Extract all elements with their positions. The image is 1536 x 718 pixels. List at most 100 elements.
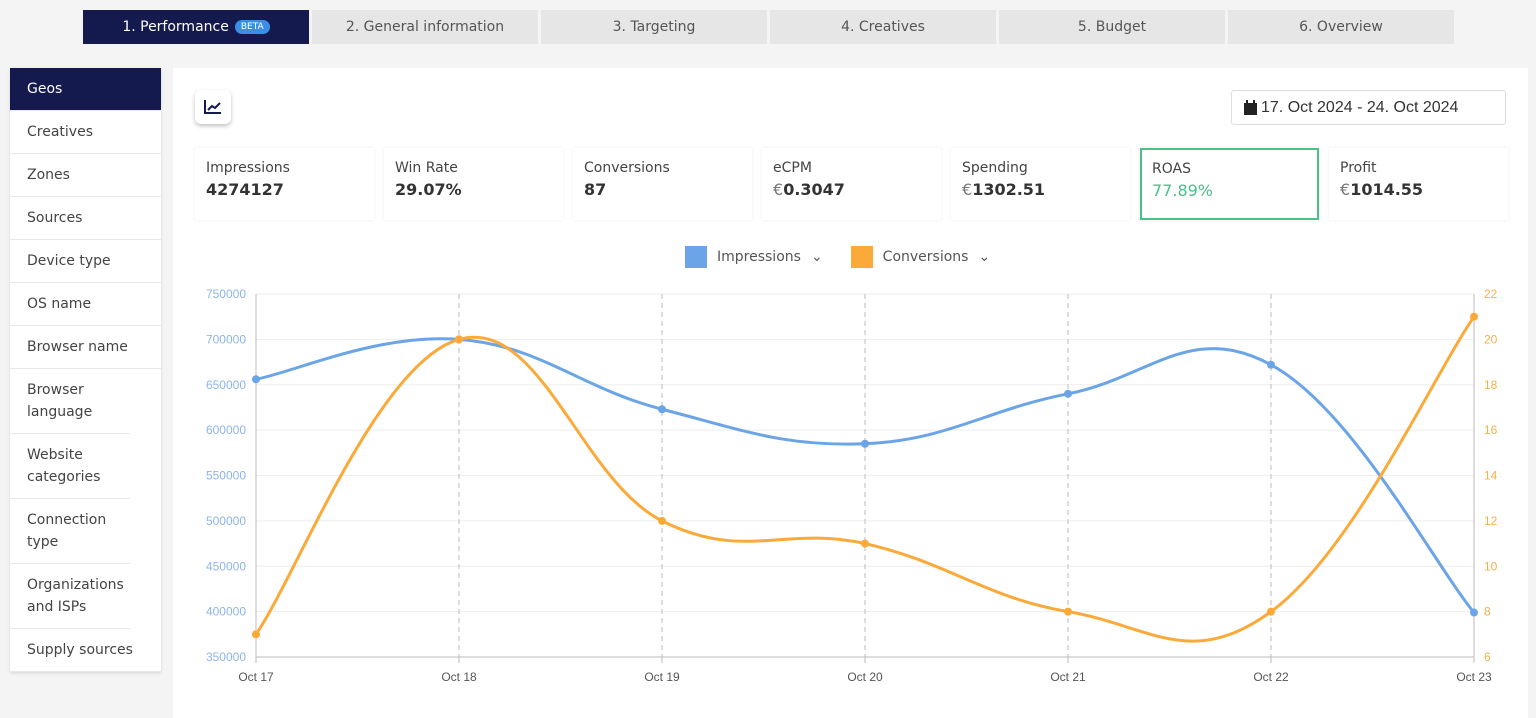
metric-card[interactable]: Win Rate 29.07% [384, 148, 563, 220]
metric-label: Conversions [584, 160, 670, 176]
data-point [658, 516, 666, 525]
chevron-down-icon: ⌄ [978, 249, 991, 265]
metric-value: 77.89% [1152, 181, 1307, 200]
data-point [252, 630, 260, 639]
metric-card[interactable]: Impressions 4274127 [195, 148, 374, 220]
metric-label: Profit [1340, 160, 1377, 176]
left-tick-label: 650000 [206, 378, 246, 392]
metric-number: 29.07% [395, 180, 462, 199]
left-tick-label: 550000 [206, 469, 246, 483]
metric-card[interactable]: Spending €1302.51 [951, 148, 1130, 220]
left-tick-label: 700000 [206, 332, 246, 346]
x-tick-label: Oct 22 [1253, 670, 1289, 684]
data-point [1267, 607, 1275, 616]
metric-number: 87 [584, 180, 607, 199]
sidebar-item[interactable]: Browser name [10, 326, 161, 369]
metric-value: 29.07% [395, 180, 552, 199]
sidebar-item[interactable]: Organizations and ISPs [10, 564, 130, 629]
right-tick-label: 10 [1484, 559, 1498, 573]
legend-swatch [685, 246, 707, 268]
data-point [658, 405, 666, 414]
step-tab[interactable]: 5. Budget [999, 10, 1225, 44]
step-label: 4. Creatives [841, 19, 925, 35]
x-tick-label: Oct 18 [441, 670, 477, 684]
sidebar-item[interactable]: Geos [10, 68, 161, 111]
metric-label: Impressions [206, 160, 290, 176]
step-label: 1. Performance [122, 19, 229, 35]
chart-legend: Impressions ⌄ Conversions ⌄ [685, 246, 990, 268]
left-tick-label: 500000 [206, 514, 246, 528]
line-chart: 350000 400000 450000 500000 550000 600000 6500… [206, 287, 1498, 684]
left-tick-label: 400000 [206, 605, 246, 619]
data-point [1470, 608, 1478, 617]
step-label: 3. Targeting [612, 19, 696, 35]
metric-card[interactable]: ROAS 77.89% [1140, 148, 1319, 220]
series-line-conversions [254, 315, 1476, 643]
sidebar-item[interactable]: Creatives [10, 111, 161, 154]
metric-label: Spending [962, 160, 1028, 176]
sidebar-item[interactable]: OS name [10, 283, 161, 326]
legend-conversions[interactable]: Conversions ⌄ [850, 246, 991, 268]
left-tick-label: 750000 [206, 287, 246, 301]
right-tick-label: 22 [1484, 287, 1498, 301]
step-tabs: 1. Performance BETA 2. General information… [83, 10, 1454, 44]
sidebar-item[interactable]: Zones [10, 154, 161, 197]
sidebar-item[interactable]: Browser language [10, 369, 130, 434]
x-tick-label: Oct 19 [644, 670, 680, 684]
main-panel: 17. Oct 2024 - 24. Oct 2024 Impressions 4… [173, 68, 1528, 718]
metric-number: 1302.51 [972, 180, 1046, 199]
metric-number: 0.3047 [783, 180, 845, 199]
legend-label: Conversions [882, 249, 969, 265]
data-point [1470, 312, 1478, 321]
right-tick-label: 20 [1484, 332, 1498, 346]
step-tab[interactable]: 1. Performance BETA [83, 10, 309, 44]
metric-value: €1302.51 [962, 180, 1119, 199]
metric-card[interactable]: Conversions 87 [573, 148, 752, 220]
data-point [455, 335, 463, 344]
metric-cards: Impressions 4274127 Win Rate 29.07% Conversi… [195, 148, 1508, 220]
data-point [861, 539, 869, 548]
chart-toggle-button[interactable] [195, 90, 231, 124]
metric-number: 4274127 [206, 180, 284, 199]
sidebar: Geos Creatives Zones Sources Device type OS n… [10, 68, 161, 672]
legend-impressions[interactable]: Impressions ⌄ [685, 246, 823, 268]
currency-symbol: € [962, 180, 973, 199]
metric-label: eCPM [773, 160, 812, 176]
x-tick-label: Oct 21 [1050, 670, 1086, 684]
chevron-down-icon: ⌄ [810, 249, 823, 265]
data-point [861, 439, 869, 448]
date-range-picker[interactable]: 17. Oct 2024 - 24. Oct 2024 [1231, 90, 1506, 125]
metric-label: ROAS [1152, 161, 1191, 177]
sidebar-item[interactable]: Website categories [10, 434, 130, 499]
step-tab[interactable]: 2. General information [312, 10, 538, 44]
step-label: 5. Budget [1077, 19, 1147, 35]
right-tick-label: 8 [1484, 605, 1491, 619]
step-tab[interactable]: 4. Creatives [770, 10, 996, 44]
legend-label: Impressions [717, 249, 801, 265]
left-tick-label: 450000 [206, 559, 246, 573]
right-tick-label: 12 [1484, 514, 1498, 528]
metric-value: €0.3047 [773, 180, 930, 199]
beta-badge: BETA [234, 20, 270, 34]
data-point [252, 375, 260, 384]
metric-value: 87 [584, 180, 741, 199]
step-tab[interactable]: 3. Targeting [541, 10, 767, 44]
x-tick-label: Oct 23 [1456, 670, 1492, 684]
step-label: 6. Overview [1299, 19, 1383, 35]
sidebar-item[interactable]: Connection type [10, 499, 130, 564]
metric-card[interactable]: eCPM €0.3047 [762, 148, 941, 220]
sidebar-item[interactable]: Supply sources [10, 629, 161, 672]
sidebar-item[interactable]: Device type [10, 240, 161, 283]
currency-symbol: € [773, 180, 784, 199]
metric-number: 1014.55 [1350, 180, 1424, 199]
sidebar-item[interactable]: Sources [10, 197, 161, 240]
step-tab[interactable]: 6. Overview [1228, 10, 1454, 44]
legend-swatch [850, 246, 873, 268]
right-tick-label: 14 [1484, 469, 1498, 483]
calendar-icon [1244, 100, 1257, 115]
currency-symbol: € [1340, 180, 1351, 199]
x-tick-label: Oct 20 [847, 670, 883, 684]
metric-card[interactable]: Profit €1014.55 [1329, 148, 1508, 220]
data-point [1064, 389, 1072, 398]
right-tick-label: 18 [1484, 378, 1498, 392]
